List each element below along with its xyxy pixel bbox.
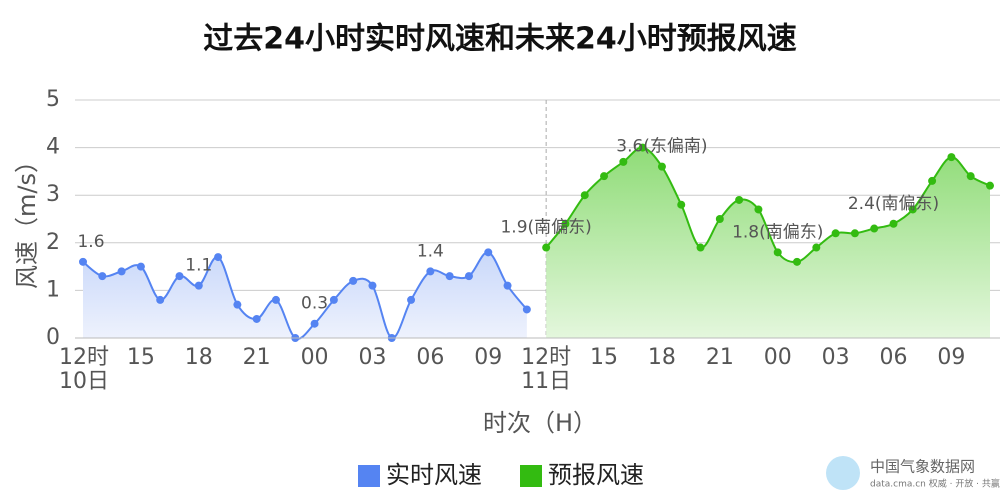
data-label: 1.8(南偏东) (732, 222, 823, 242)
legend-swatch (358, 465, 380, 487)
data-label: 1.4 (417, 241, 444, 261)
x-tick-label: 18 (647, 345, 676, 370)
point (98, 272, 107, 281)
point (503, 281, 512, 290)
x-axis-label: 时次（H） (483, 409, 597, 437)
x-tick-label: 06 (416, 345, 445, 370)
x-tick-label: 15 (590, 345, 619, 370)
point (947, 153, 956, 162)
logo (826, 456, 860, 490)
point (194, 281, 203, 290)
y-tick-label: 5 (46, 87, 60, 112)
point (870, 224, 879, 233)
point (966, 172, 975, 181)
point (407, 295, 416, 304)
point (522, 305, 531, 314)
point (79, 257, 87, 266)
x-tick-label: 12时 11日 (521, 345, 572, 394)
point (908, 205, 917, 214)
point (156, 295, 165, 304)
x-tick-label: 12时 10日 (59, 345, 109, 394)
point (715, 215, 724, 223)
point (484, 248, 493, 257)
x-tick-label: 00 (763, 345, 792, 370)
y-tick-label: 0 (46, 325, 60, 350)
point (542, 243, 551, 252)
point (561, 219, 570, 228)
point (426, 267, 435, 276)
point (368, 281, 377, 290)
y-tick-label: 3 (46, 182, 60, 207)
point (793, 257, 802, 266)
point (831, 229, 840, 238)
point (657, 162, 666, 171)
area (83, 252, 527, 339)
data-label: 1.1 (185, 256, 212, 276)
area (546, 147, 990, 338)
point (928, 176, 937, 185)
x-tick-label: 03 (358, 345, 387, 370)
point (214, 253, 223, 262)
data-label: 1.9(南偏东) (500, 218, 591, 238)
data-label: 1.6 (77, 232, 104, 252)
x-tick-label: 03 (821, 345, 850, 370)
point (773, 248, 782, 257)
y-axis-label: 风速（m/s） (13, 149, 41, 289)
point (735, 195, 744, 204)
x-tick-label: 09 (937, 345, 966, 370)
point (812, 243, 821, 252)
x-tick-label: 09 (474, 345, 503, 370)
point (445, 272, 454, 281)
y-tick-label: 2 (46, 230, 60, 255)
legend-label: 预报风速 (548, 461, 644, 489)
data-label: 2.4(南偏东) (848, 194, 939, 214)
point (696, 243, 705, 252)
watermark-sub: data.cma.cn 权威 · 开放 · 共赢 (870, 478, 1000, 490)
point (252, 314, 261, 323)
legend-label: 实时风速 (386, 461, 482, 489)
point (600, 172, 609, 181)
point (677, 200, 686, 209)
x-tick-label: 18 (184, 345, 213, 370)
legend-swatch (520, 465, 542, 487)
x-tick-label: 21 (705, 345, 734, 370)
data-label: 3.6(东偏南) (616, 137, 707, 157)
chart-title: 过去24小时实时风速和未来24小时预报风速 (203, 22, 797, 57)
x-tick-label: 21 (242, 345, 271, 370)
point (850, 229, 859, 238)
point (329, 295, 338, 304)
point (889, 219, 898, 228)
watermark: 中国气象数据网 (870, 458, 975, 476)
point (117, 267, 126, 276)
point (580, 191, 589, 200)
x-tick-label: 00 (300, 345, 329, 370)
x-tick-label: 15 (126, 345, 155, 370)
point (986, 181, 994, 190)
point (233, 300, 242, 309)
point (271, 295, 280, 304)
data-label: 0.3 (301, 294, 328, 314)
point (464, 272, 473, 281)
point (638, 143, 647, 152)
y-tick-label: 1 (46, 277, 60, 302)
x-tick-label: 06 (879, 345, 908, 370)
point (175, 272, 184, 281)
y-tick-label: 4 (46, 135, 60, 160)
point (310, 319, 319, 328)
point (619, 157, 628, 166)
point (754, 205, 763, 214)
point (136, 262, 145, 271)
point (349, 276, 358, 285)
